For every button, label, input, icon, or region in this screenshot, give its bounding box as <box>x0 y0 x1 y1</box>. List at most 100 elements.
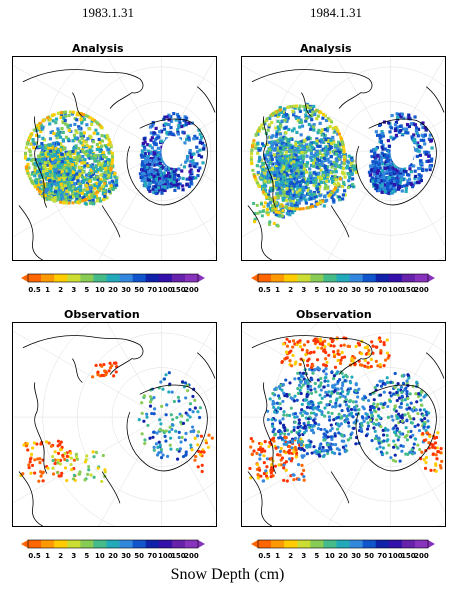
colorbar-tick-label: 150 <box>401 552 416 560</box>
snow-depth-field <box>248 336 444 483</box>
colorbar-1: 0.5 1 2 3 5 10 20 30 50 70 100 150 200 <box>20 272 206 298</box>
colorbar-tick-label: 150 <box>171 552 186 560</box>
colorbar-tick-label: 3 <box>71 286 76 294</box>
colorbar-tick-label: 200 <box>184 552 199 560</box>
snow-depth-field <box>23 110 206 206</box>
colorbar-segment <box>171 274 186 282</box>
colorbar-tick-label: 1 <box>275 286 280 294</box>
colorbar-segment <box>284 540 298 548</box>
colorbar-tick-label: 2 <box>58 286 63 294</box>
colorbar-tick-label: 10 <box>95 552 105 560</box>
colorbar-segment <box>54 540 68 548</box>
date-label-right: 1984.1.31 <box>310 5 362 20</box>
colorbar-segment <box>93 274 107 282</box>
colorbar-segment <box>145 274 160 282</box>
colorbar-tick-label: 1 <box>275 552 280 560</box>
panel-title-observation-1984: Observation <box>296 308 372 321</box>
colorbar-3: 0.5 1 2 3 5 10 20 30 50 70 100 150 200 <box>20 538 206 564</box>
panel-title-analysis-1983: Analysis <box>72 42 124 55</box>
colorbar-segment <box>323 540 337 548</box>
colorbar-segment <box>119 540 133 548</box>
coastlines <box>247 69 445 260</box>
colorbar-tick-label: 30 <box>121 286 131 294</box>
colorbar-segment <box>336 274 350 282</box>
colorbar-tick-label: 20 <box>338 552 348 560</box>
colorbar-segment <box>349 540 363 548</box>
colorbar-segment <box>184 274 199 282</box>
colorbar-segment <box>184 540 199 548</box>
colorbar-tick-label: 2 <box>288 552 293 560</box>
colorbar-tick-label: 3 <box>71 552 76 560</box>
colorbar-tick-label: 1 <box>45 552 50 560</box>
colorbar-tick-label: 5 <box>314 286 319 294</box>
colorbar-tick-label: 100 <box>388 552 403 560</box>
colorbar-tick-label: 0.5 <box>258 552 271 560</box>
colorbar-segment <box>401 274 416 282</box>
colorbar-segment <box>41 540 55 548</box>
colorbar-segment <box>41 274 55 282</box>
coastlines <box>247 335 445 526</box>
colorbar-segment <box>284 274 298 282</box>
colorbar-segment <box>258 274 272 282</box>
colorbar-tick-label: 100 <box>158 552 173 560</box>
map-analysis-1984 <box>241 56 446 261</box>
map-graticule <box>13 323 216 526</box>
colorbar-segment <box>67 274 81 282</box>
colorbar-low-arrow <box>251 540 258 548</box>
colorbar-segment <box>297 274 311 282</box>
colorbar-tick-label: 70 <box>147 286 157 294</box>
colorbar-segment <box>375 540 390 548</box>
colorbar-segment <box>54 274 68 282</box>
colorbar-segment <box>258 540 272 548</box>
colorbar-tick-label: 3 <box>301 552 306 560</box>
map-observation-1984 <box>241 322 446 527</box>
colorbar-tick-label: 20 <box>338 286 348 294</box>
colorbar-tick-label: 5 <box>84 552 89 560</box>
snow-depth-field <box>19 361 214 484</box>
colorbar-segment <box>106 274 120 282</box>
colorbar-segment <box>336 540 350 548</box>
colorbar-segment <box>388 274 403 282</box>
colorbar-tick-label: 10 <box>325 286 335 294</box>
colorbar-segment <box>271 274 285 282</box>
colorbar-tick-label: 200 <box>414 286 429 294</box>
colorbar-high-arrow <box>428 540 435 548</box>
colorbar-segment <box>158 540 173 548</box>
colorbar-segment <box>349 274 363 282</box>
map-analysis-1983 <box>12 56 217 261</box>
colorbar-tick-label: 0.5 <box>28 286 41 294</box>
colorbar-tick-label: 0.5 <box>258 286 271 294</box>
colorbar-tick-label: 30 <box>351 286 361 294</box>
colorbar-tick-label: 1 <box>45 286 50 294</box>
colorbar-tick-label: 100 <box>388 286 403 294</box>
colorbar-segment <box>28 274 42 282</box>
colorbar-tick-label: 70 <box>377 552 387 560</box>
colorbar-segment <box>362 274 376 282</box>
colorbar-low-arrow <box>251 274 258 282</box>
colorbar-segment <box>401 540 416 548</box>
colorbar-tick-label: 2 <box>288 286 293 294</box>
colorbar-tick-label: 30 <box>121 552 131 560</box>
colorbar-tick-label: 30 <box>351 552 361 560</box>
coastlines <box>18 69 216 260</box>
colorbar-segment <box>80 274 94 282</box>
colorbar-segment <box>414 540 429 548</box>
figure-caption: Snow Depth (cm) <box>170 566 285 583</box>
colorbar-tick-label: 200 <box>184 286 199 294</box>
colorbar-tick-label: 20 <box>108 552 118 560</box>
colorbar-tick-label: 200 <box>414 552 429 560</box>
colorbar-segment <box>28 540 42 548</box>
colorbar-tick-label: 20 <box>108 286 118 294</box>
colorbar-tick-label: 3 <box>301 286 306 294</box>
colorbar-segment <box>362 540 376 548</box>
colorbar-tick-label: 150 <box>171 286 186 294</box>
colorbar-low-arrow <box>21 540 28 548</box>
colorbar-high-arrow <box>198 540 205 548</box>
colorbar-4: 0.5 1 2 3 5 10 20 30 50 70 100 150 200 <box>250 538 436 564</box>
colorbar-tick-label: 2 <box>58 552 63 560</box>
colorbar-tick-label: 10 <box>325 552 335 560</box>
colorbar-segment <box>80 540 94 548</box>
colorbar-segment <box>93 540 107 548</box>
colorbar-segment <box>119 274 133 282</box>
colorbar-segment <box>375 274 390 282</box>
